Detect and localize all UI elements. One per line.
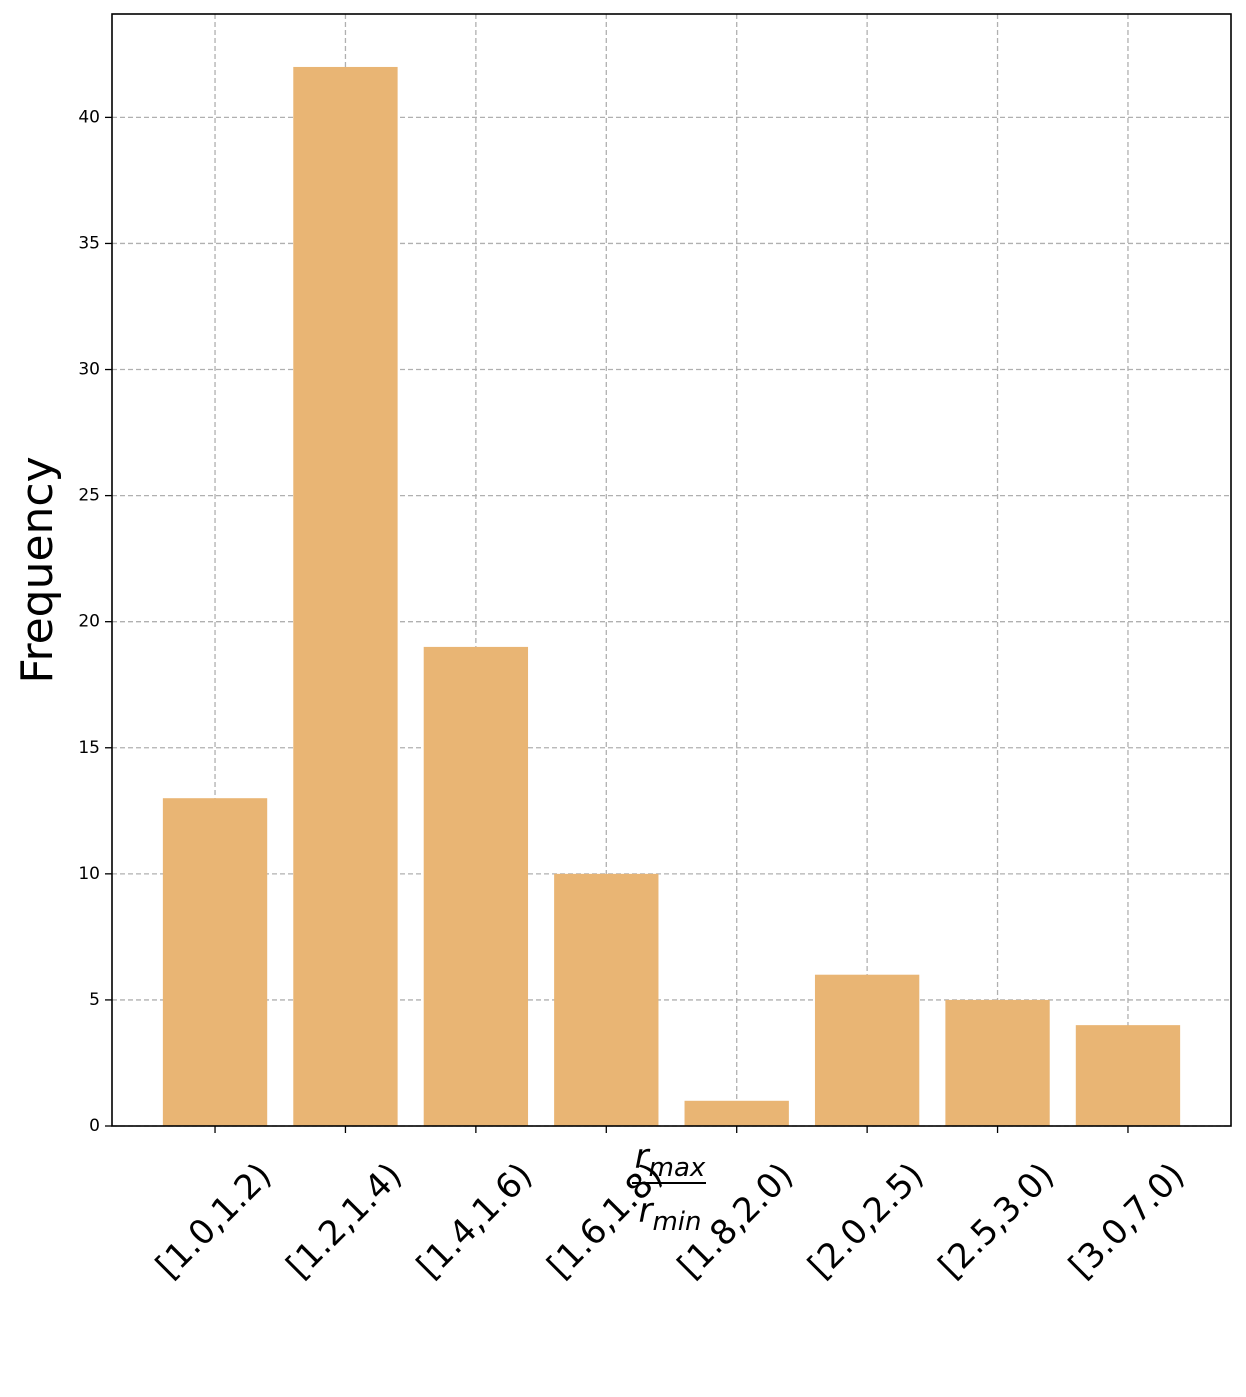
y-tick-label: 0 [89, 1116, 100, 1136]
bar [293, 66, 398, 1126]
x-label-sub: max [649, 1153, 706, 1183]
bar [554, 873, 659, 1126]
y-tick-label: 5 [89, 990, 100, 1010]
x-label-base: r [635, 1137, 651, 1177]
x-label-base: r [638, 1191, 654, 1231]
x-tick-label: [2.5,3.0) [931, 1155, 1062, 1286]
bar [423, 646, 529, 1126]
plot-frame [111, 13, 1232, 1127]
y-tick-label: 30 [78, 360, 100, 380]
x-tick-label: [2.0,2.5) [800, 1155, 931, 1286]
x-tick-label: [1.4,1.6) [409, 1155, 540, 1286]
x-label-numerator: rmax [635, 1137, 706, 1183]
y-tick-label: 20 [78, 612, 100, 632]
bars [162, 66, 1181, 1126]
y-tick-label: 25 [78, 486, 100, 506]
y-tick-label: 10 [78, 864, 100, 884]
grid [112, 14, 1231, 1127]
y-tick-label: 35 [78, 233, 100, 253]
x-tick-label: [1.0,1.2) [148, 1155, 279, 1286]
bar [162, 798, 268, 1126]
x-tick-label: [1.2,1.4) [279, 1155, 410, 1286]
y-tick-label: 40 [78, 107, 100, 127]
bar [1075, 1025, 1181, 1126]
x-label-denominator: rmin [638, 1191, 701, 1237]
x-axis-label: rmax rmin [632, 1137, 706, 1237]
x-label-sub: min [652, 1207, 701, 1237]
x-tick-label: [3.0,7.0) [1061, 1155, 1192, 1286]
bar [814, 974, 920, 1126]
y-tick-label: 15 [78, 738, 100, 758]
bar [684, 1100, 789, 1126]
bar [945, 999, 1050, 1126]
y-axis-label: Frequency [12, 456, 63, 683]
